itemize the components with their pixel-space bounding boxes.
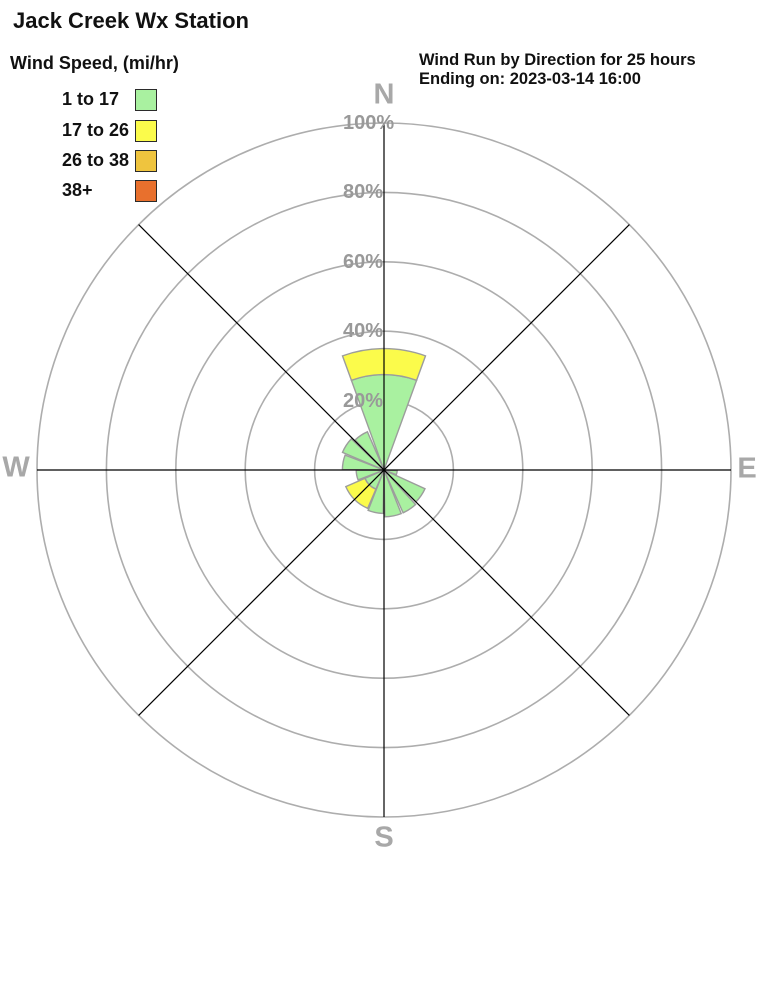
legend-swatch-bin1 <box>135 89 157 111</box>
legend-label-bin1: 1 to 17 <box>62 89 120 109</box>
compass-label-east: E <box>737 452 757 485</box>
legend-label-bin4: 38+ <box>62 180 93 200</box>
chart-header: Wind Run by Direction for 25 hours Endin… <box>419 51 696 88</box>
compass-label-north: N <box>373 78 395 111</box>
legend-swatch-bin2 <box>135 120 157 142</box>
legend-title: Wind Speed, (mi/hr) <box>10 53 179 73</box>
compass-label-west: W <box>2 451 30 484</box>
ring-label-20: 20% <box>343 390 384 412</box>
ring-label-80: 80% <box>343 181 384 203</box>
legend-label-bin2: 17 to 26 <box>62 120 130 140</box>
ring-label-60: 60% <box>343 251 384 273</box>
petal-WNW <box>341 437 385 471</box>
legend-swatch-bin3 <box>135 150 157 172</box>
compass-label-south: S <box>374 821 394 854</box>
legend-swatch-bin4 <box>135 180 157 202</box>
ring-label-40: 40% <box>343 320 384 342</box>
page-title: Jack Creek Wx Station <box>13 8 249 33</box>
petal-SSE <box>383 469 403 518</box>
chart-header-line1: Wind Run by Direction for 25 hours <box>419 51 696 69</box>
legend-label-bin3: 26 to 38 <box>62 150 130 170</box>
ring-label-100: 100% <box>343 112 395 134</box>
chart-header-line2: Ending on: 2023-03-14 16:00 <box>419 69 641 88</box>
petal-NNW <box>354 430 385 471</box>
petal-SE-lower <box>383 469 417 514</box>
